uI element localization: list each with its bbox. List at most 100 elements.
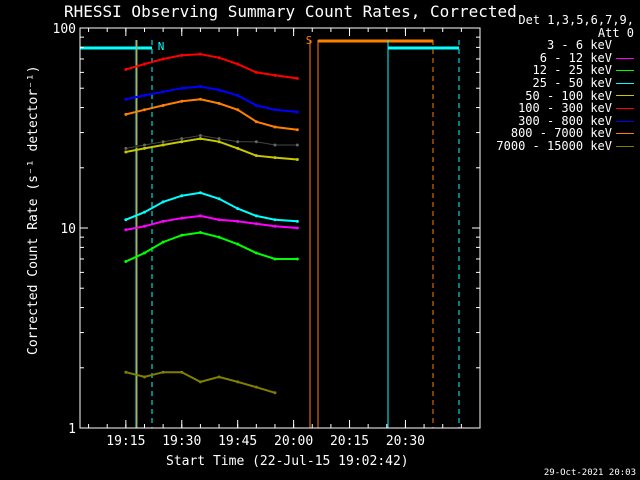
data-point [254, 251, 258, 255]
x-tick-label: 19:15 [106, 434, 145, 449]
data-point [273, 125, 277, 129]
axes: 19:15 19:30 19:45 20:00 20:15 20:30 1 10 100 [53, 22, 481, 449]
series-line-5 [125, 53, 298, 80]
legend-entry-label: 3 - 6 keV [546, 38, 612, 53]
data-point [142, 251, 146, 255]
data-point [236, 219, 240, 223]
data-point [254, 120, 258, 124]
data-point [236, 146, 240, 150]
data-point [217, 88, 221, 92]
data-point [124, 97, 128, 101]
legend-swatch [616, 145, 634, 147]
data-point [180, 86, 184, 90]
data-point [217, 137, 221, 141]
data-point [161, 57, 165, 61]
x-tick-label: 19:45 [218, 434, 257, 449]
series-line-1 [125, 214, 298, 231]
data-point [236, 242, 240, 246]
data-point [161, 219, 165, 223]
data-point [124, 150, 128, 154]
legend-entry-label: 50 - 100 keV [525, 88, 612, 103]
data-point [295, 128, 299, 132]
data-point [217, 218, 221, 222]
data-point [236, 207, 240, 211]
legend-entry-label: 7000 - 15000 keV [496, 138, 612, 153]
data-point [254, 154, 258, 158]
x-tick-label: 20:15 [330, 434, 369, 449]
legend-entry-label: 12 - 25 keV [532, 63, 612, 78]
legend-entry-label: 6 - 12 keV [539, 50, 612, 65]
legend-entry: 100 - 300 keV [474, 102, 634, 115]
legend-swatch [616, 57, 634, 59]
data-point [124, 259, 128, 263]
data-point [124, 218, 128, 222]
data-point [161, 103, 165, 107]
data-point [273, 143, 277, 147]
y-tick-label: 10 [60, 222, 76, 237]
legend-swatch [616, 70, 634, 72]
series-line-3 [125, 191, 298, 223]
data-point [142, 146, 146, 150]
legend-entry: 50 - 100 keV [474, 88, 634, 103]
night-flag-label: N [158, 40, 165, 53]
legend-swatch [616, 120, 634, 122]
legend-entry: 800 - 7000 keV [474, 127, 634, 140]
legend-header-attenuator: Att 0 [597, 25, 634, 40]
data-point [142, 143, 146, 147]
data-point [273, 73, 277, 77]
data-point [236, 108, 240, 112]
data-point [236, 140, 240, 144]
data-point [198, 137, 202, 141]
x-tick-label: 20:30 [386, 434, 425, 449]
data-point [217, 140, 221, 144]
data-point [124, 112, 128, 116]
data-point [142, 375, 146, 379]
x-tick-label: 19:30 [162, 434, 201, 449]
data-point [295, 219, 299, 223]
data-point [217, 197, 221, 201]
data-point [295, 257, 299, 261]
data-point [161, 200, 165, 204]
data-point [180, 194, 184, 198]
legend-entries: 3 - 6 keV 6 - 12 keV 12 - 25 keV 25 - 50 ke… [474, 39, 634, 152]
generated-timestamp: 29-Oct-2021 20:03 [543, 468, 636, 478]
data-point [161, 240, 165, 244]
legend-entry: 300 - 800 keV [474, 115, 634, 128]
data-point [273, 156, 277, 160]
data-point [180, 233, 184, 237]
legend-entry-label: 800 - 7000 keV [510, 126, 612, 141]
data-point [217, 235, 221, 239]
data-point [273, 224, 277, 228]
legend-swatch [616, 107, 634, 109]
data-point [142, 93, 146, 97]
data-point [295, 110, 299, 114]
chart-title: RHESSI Observing Summary Count Rates, Co… [64, 2, 517, 21]
legend-entry-label: 100 - 300 keV [518, 101, 612, 116]
data-point [161, 140, 165, 144]
data-point [217, 56, 221, 60]
data-point [273, 108, 277, 112]
x-axis-label: Start Time (22-Jul-15 19:02:42) [166, 454, 409, 469]
legend-swatch [616, 44, 634, 46]
data-point [198, 97, 202, 101]
data-point [180, 53, 184, 57]
data-point [198, 380, 202, 384]
legend-entry: 6 - 12 keV [474, 52, 634, 65]
legend-entry: 25 - 50 keV [474, 77, 634, 90]
data-point [295, 143, 299, 147]
series-line-2 [125, 231, 298, 263]
data-point [254, 140, 258, 144]
data-point [217, 101, 221, 105]
data-point [254, 385, 258, 389]
data-point [254, 214, 258, 218]
legend-swatch [616, 82, 634, 84]
data-point [142, 62, 146, 66]
legend-entry: 3 - 6 keV [474, 39, 634, 52]
y-tick-label: 1 [68, 422, 76, 437]
legend-swatch [616, 133, 634, 135]
data-point [254, 103, 258, 107]
data-point [254, 222, 258, 226]
